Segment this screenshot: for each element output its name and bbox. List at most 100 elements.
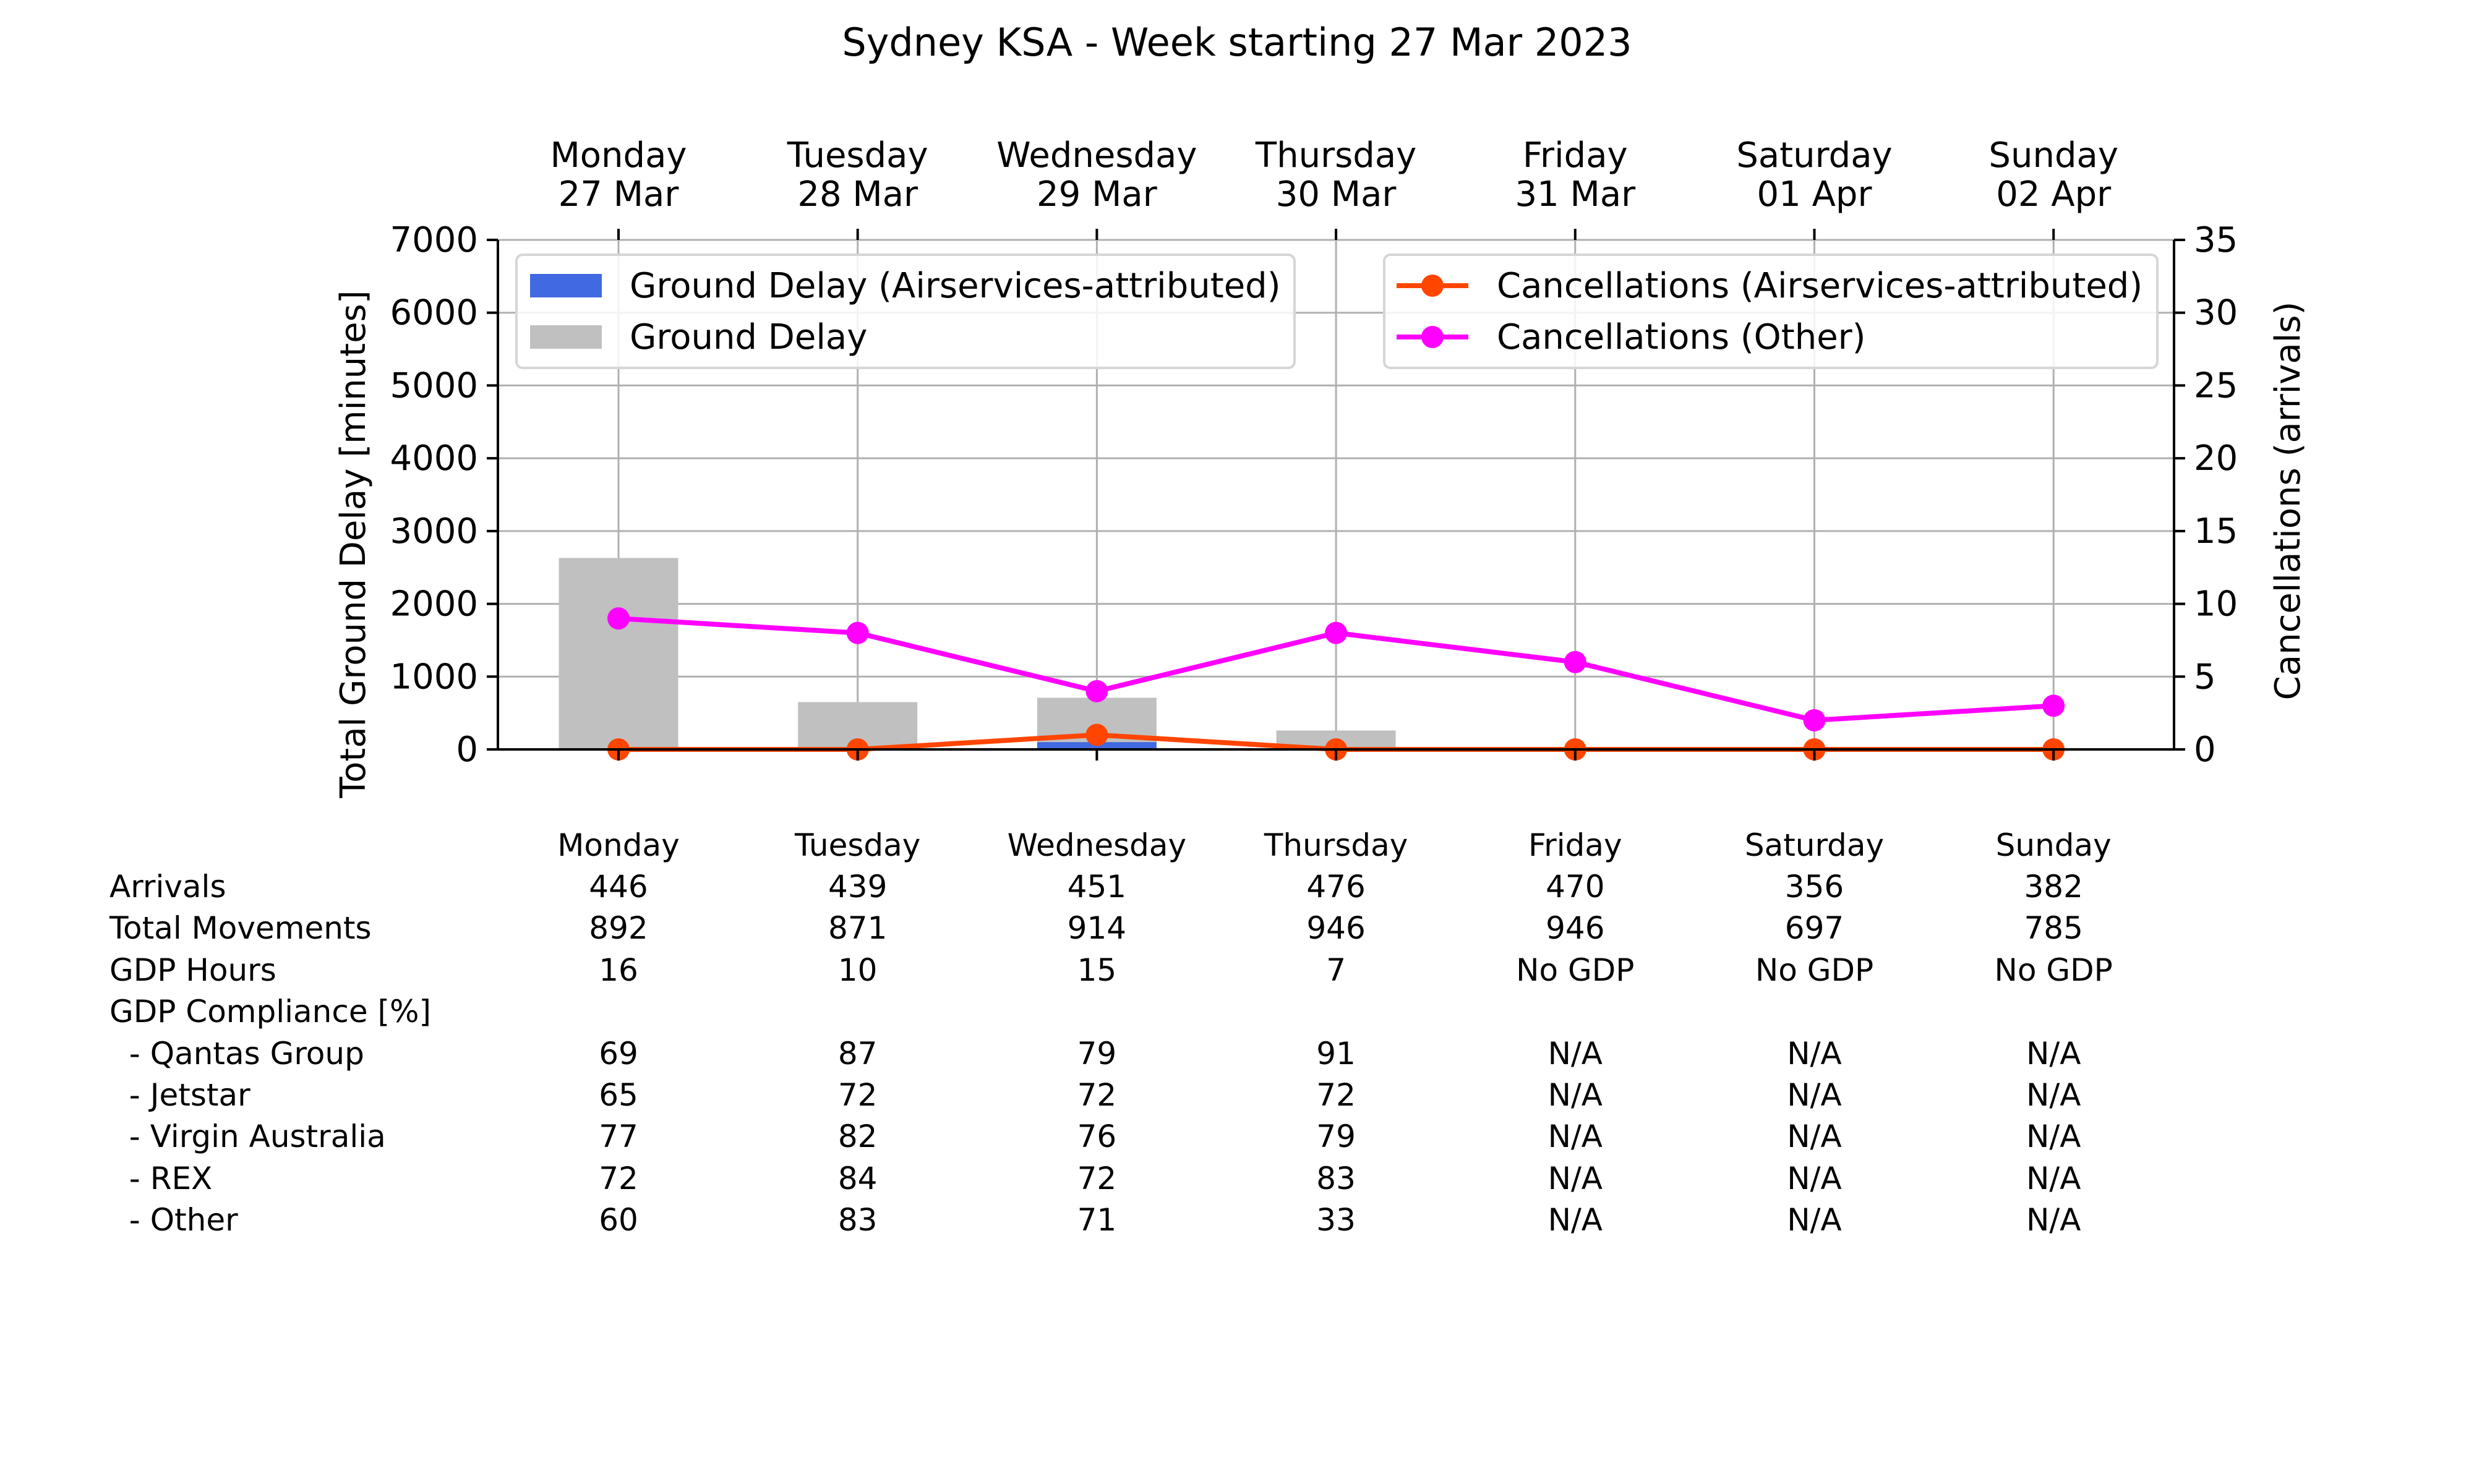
table-cell-4-4: N/A bbox=[1547, 1035, 1603, 1072]
table-cell-6-3: 79 bbox=[1316, 1119, 1356, 1155]
x-tick-day-6: Sunday bbox=[1988, 135, 2118, 176]
table-cell-1-5: 697 bbox=[1784, 910, 1844, 947]
y-tick-left-label-7: 7000 bbox=[390, 220, 478, 260]
series-1-point-2 bbox=[1085, 680, 1108, 702]
table-cell-7-6: N/A bbox=[2026, 1160, 2081, 1196]
table-cell-2-6: No GDP bbox=[1994, 952, 2113, 988]
legend-lines-marker-0 bbox=[1421, 275, 1444, 297]
table-cell-7-1: 84 bbox=[837, 1160, 878, 1196]
series-1-point-3 bbox=[1325, 621, 1348, 644]
table-cell-5-3: 72 bbox=[1316, 1077, 1356, 1113]
series-1-point-1 bbox=[846, 621, 869, 644]
table-cell-2-1: 10 bbox=[837, 952, 878, 988]
y-tick-left-label-4: 4000 bbox=[390, 438, 478, 479]
x-tick-date-3: 30 Mar bbox=[1276, 174, 1397, 215]
table-cell-4-2: 79 bbox=[1077, 1035, 1117, 1072]
table-cell-5-5: N/A bbox=[1787, 1077, 1842, 1113]
y-tick-left-label-2: 2000 bbox=[390, 584, 478, 625]
table-cell-5-6: N/A bbox=[2026, 1077, 2081, 1113]
y-tick-right-label-4: 20 bbox=[2194, 438, 2238, 479]
x-tick-date-4: 31 Mar bbox=[1515, 174, 1636, 215]
x-tick-date-1: 28 Mar bbox=[797, 174, 918, 215]
series-1-point-5 bbox=[1803, 709, 1826, 731]
table-cell-2-3: 7 bbox=[1326, 952, 1346, 988]
table-row-label-0: Arrivals bbox=[109, 869, 226, 905]
table-cell-0-4: 470 bbox=[1546, 869, 1605, 905]
table-cell-7-5: N/A bbox=[1787, 1160, 1842, 1196]
table-cell-0-3: 476 bbox=[1306, 869, 1366, 905]
y-tick-right-label-0: 0 bbox=[2194, 730, 2216, 770]
table-header-5: Saturday bbox=[1744, 827, 1885, 863]
y-tick-right-label-5: 25 bbox=[2194, 365, 2238, 406]
table-cell-0-1: 439 bbox=[828, 869, 888, 905]
series-1-point-6 bbox=[2042, 694, 2065, 717]
table-header-6: Sunday bbox=[1995, 827, 2112, 863]
x-tick-day-1: Tuesday bbox=[787, 135, 928, 176]
table-cell-2-4: No GDP bbox=[1516, 952, 1635, 988]
table-cell-8-5: N/A bbox=[1787, 1202, 1842, 1239]
table-header-3: Thursday bbox=[1264, 827, 1408, 863]
chart-title: Sydney KSA - Week starting 27 Mar 2023 bbox=[842, 20, 1632, 65]
legend-bars-label-1: Ground Delay bbox=[630, 317, 867, 357]
legend-lines: Cancellations (Airservices-attributed) Ca… bbox=[1383, 254, 2159, 369]
table-cell-1-1: 871 bbox=[828, 910, 888, 947]
table-cell-8-1: 83 bbox=[837, 1202, 878, 1239]
y-tick-right-label-2: 10 bbox=[2194, 584, 2238, 625]
table-row-label-2: GDP Hours bbox=[109, 952, 276, 988]
y-tick-left-label-0: 0 bbox=[456, 730, 478, 770]
legend-lines-marker-1 bbox=[1421, 326, 1444, 348]
x-tick-date-5: 01 Apr bbox=[1757, 174, 1873, 215]
table-cell-8-0: 60 bbox=[599, 1202, 638, 1239]
table-cell-0-5: 356 bbox=[1784, 869, 1844, 905]
table-cell-4-0: 69 bbox=[599, 1035, 638, 1072]
series-0-point-2 bbox=[1085, 723, 1108, 746]
y-tick-right-label-3: 15 bbox=[2194, 511, 2238, 552]
table-row-label-7: - REX bbox=[109, 1160, 213, 1196]
table-cell-5-4: N/A bbox=[1547, 1077, 1603, 1113]
table-cell-5-1: 72 bbox=[837, 1077, 878, 1113]
table-cell-6-1: 82 bbox=[837, 1119, 878, 1155]
table-cell-2-5: No GDP bbox=[1755, 952, 1874, 988]
table-row-label-6: - Virgin Australia bbox=[109, 1119, 386, 1155]
legend-bars-swatch-1 bbox=[530, 325, 602, 349]
x-tick-date-6: 02 Apr bbox=[1996, 174, 2112, 215]
table-header-2: Wednesday bbox=[1007, 827, 1187, 863]
table-cell-7-2: 72 bbox=[1077, 1160, 1117, 1196]
legend-lines-label-1: Cancellations (Other) bbox=[1497, 317, 1866, 357]
table-row-label-3: GDP Compliance [%] bbox=[109, 994, 432, 1030]
table-cell-4-3: 91 bbox=[1316, 1035, 1356, 1072]
table-cell-8-6: N/A bbox=[2026, 1202, 2081, 1239]
table-cell-7-3: 83 bbox=[1316, 1160, 1356, 1196]
table-header-1: Tuesday bbox=[794, 827, 921, 863]
table-cell-6-6: N/A bbox=[2026, 1119, 2081, 1155]
series-1-point-4 bbox=[1564, 650, 1586, 673]
table-cell-1-4: 946 bbox=[1546, 910, 1605, 947]
table-row-label-5: - Jetstar bbox=[109, 1077, 250, 1113]
y-tick-left-label-1: 1000 bbox=[390, 657, 478, 697]
y-axis-label-right: Cancellations (arrivals) bbox=[2268, 302, 2308, 701]
table-cell-2-0: 16 bbox=[599, 952, 638, 988]
legend-bars-frame bbox=[515, 254, 1296, 369]
y-tick-left-label-3: 3000 bbox=[390, 511, 478, 552]
x-tick-day-0: Monday bbox=[550, 135, 687, 176]
table-cell-5-0: 65 bbox=[599, 1077, 638, 1113]
y-axis-label-left: Total Ground Delay [minutes] bbox=[333, 290, 374, 798]
table-cell-4-1: 87 bbox=[837, 1035, 878, 1072]
table-cell-8-2: 71 bbox=[1077, 1202, 1117, 1239]
table-cell-6-2: 76 bbox=[1077, 1119, 1117, 1155]
table-cell-6-0: 77 bbox=[599, 1119, 638, 1155]
series-1-point-0 bbox=[607, 607, 630, 630]
table-cell-7-0: 72 bbox=[599, 1160, 638, 1196]
table-row-label-8: - Other bbox=[109, 1202, 238, 1239]
table-cell-1-0: 892 bbox=[589, 910, 648, 947]
table-header-0: Monday bbox=[557, 827, 680, 863]
table-cell-1-3: 946 bbox=[1306, 910, 1366, 947]
y-tick-right-label-1: 5 bbox=[2194, 657, 2216, 697]
x-tick-day-3: Thursday bbox=[1255, 135, 1416, 176]
table-cell-6-4: N/A bbox=[1547, 1119, 1603, 1155]
table-cell-8-4: N/A bbox=[1547, 1202, 1603, 1239]
table-cell-0-6: 382 bbox=[2024, 869, 2083, 905]
table-cell-0-0: 446 bbox=[589, 869, 648, 905]
